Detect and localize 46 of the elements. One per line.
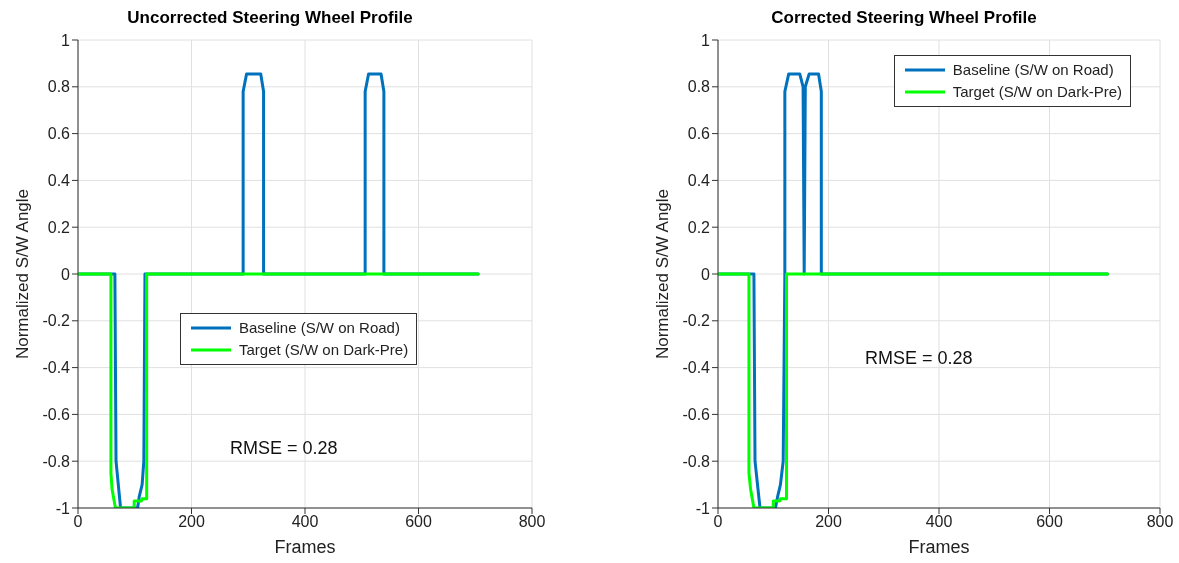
x-tick-label: 0 [73, 513, 83, 531]
legend-label: Target (S/W on Dark-Pre) [239, 340, 409, 360]
x-tick-label: 200 [815, 513, 842, 531]
annotation: RMSE = 0.28 [865, 348, 973, 369]
y-tick-label: 0.2 [687, 218, 711, 236]
x-tick-label: 600 [1036, 513, 1063, 531]
line-series [78, 272, 480, 508]
y-tick-label: 0.6 [47, 125, 71, 143]
y-tick-label: 0.6 [687, 125, 711, 143]
y-tick-label: 0.4 [47, 172, 71, 190]
y-tick-label: -0.6 [42, 406, 71, 424]
y-tick-label: -0.6 [682, 406, 711, 424]
legend-label: Baseline (S/W on Road) [239, 318, 400, 338]
line-series [718, 272, 1110, 508]
x-axis-title: Frames [908, 537, 970, 557]
y-tick-label: -0.2 [42, 312, 71, 330]
y-tick-label: -0.2 [682, 312, 711, 330]
x-tick-label: 600 [405, 513, 432, 531]
x-tick-label: 0 [713, 513, 723, 531]
annotation: RMSE = 0.28 [230, 438, 338, 459]
x-tick-label: 200 [178, 513, 205, 531]
legend-label: Baseline (S/W on Road) [952, 60, 1114, 80]
chart-title: Uncorrected Steering Wheel Profile [126, 8, 414, 28]
y-tick-label: -1 [55, 499, 71, 517]
y-tick-label: 1 [701, 31, 711, 49]
y-tick-label: 1 [61, 31, 71, 49]
chart-title: Corrected Steering Wheel Profile [770, 8, 1038, 28]
y-axis-title: Normalized S/W Angle [13, 188, 33, 360]
y-tick-label: -0.8 [42, 452, 71, 470]
y-tick-label: -0.4 [682, 359, 711, 377]
x-tick-label: 800 [1146, 513, 1174, 531]
legend-label: Target (S/W on Dark-Pre) [952, 82, 1122, 102]
y-tick-label: 0 [701, 265, 711, 283]
x-tick-label: 800 [518, 513, 546, 531]
x-tick-label: 400 [291, 513, 319, 531]
x-axis-title: Frames [274, 537, 336, 557]
y-tick-label: 0.8 [687, 78, 711, 96]
y-tick-label: -0.4 [42, 359, 71, 377]
y-tick-label: 0.2 [47, 218, 71, 236]
y-tick-label: 0.4 [687, 172, 711, 190]
y-axis-title: Normalized S/W Angle [653, 188, 673, 360]
y-tick-label: -1 [695, 499, 711, 517]
x-tick-label: 400 [925, 513, 953, 531]
y-tick-label: 0 [61, 265, 71, 283]
y-tick-label: 0.8 [47, 78, 71, 96]
y-tick-label: -0.8 [682, 452, 711, 470]
